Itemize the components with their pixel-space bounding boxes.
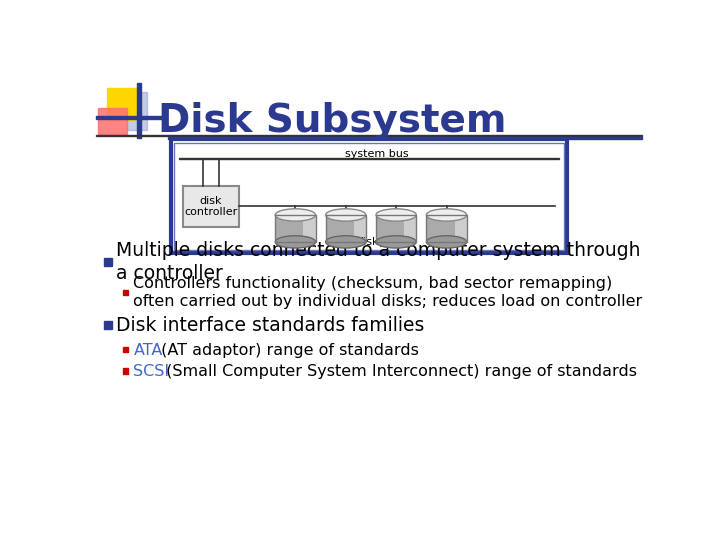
- Ellipse shape: [376, 236, 416, 248]
- Text: (AT adaptor) range of standards: (AT adaptor) range of standards: [156, 342, 419, 357]
- Text: Disk Subsystem: Disk Subsystem: [158, 102, 507, 140]
- Text: system bus: system bus: [345, 148, 409, 159]
- Bar: [426, 215, 467, 242]
- Bar: [376, 215, 416, 242]
- Text: disks: disks: [357, 237, 385, 247]
- Bar: [275, 215, 315, 242]
- Bar: [426, 215, 467, 242]
- Bar: [137, 83, 141, 138]
- Bar: [96, 116, 162, 119]
- Bar: [98, 108, 127, 134]
- Text: Multiple disks connected to a computer system through
a controller: Multiple disks connected to a computer s…: [117, 241, 641, 283]
- Text: ATA: ATA: [133, 342, 163, 357]
- Ellipse shape: [275, 209, 315, 221]
- Ellipse shape: [325, 209, 366, 221]
- Ellipse shape: [275, 236, 315, 248]
- Bar: [104, 321, 112, 329]
- Bar: [122, 347, 128, 352]
- Text: disk
controller: disk controller: [184, 195, 238, 217]
- Bar: [96, 135, 642, 137]
- Bar: [275, 215, 315, 242]
- Bar: [303, 215, 315, 242]
- Bar: [325, 215, 366, 242]
- Ellipse shape: [325, 236, 366, 248]
- Bar: [325, 215, 366, 242]
- Bar: [107, 88, 140, 120]
- Bar: [179, 158, 559, 159]
- FancyBboxPatch shape: [171, 139, 567, 253]
- Text: Disk interface standards families: Disk interface standards families: [117, 315, 425, 335]
- Bar: [376, 215, 416, 242]
- Ellipse shape: [426, 209, 467, 221]
- Bar: [404, 215, 416, 242]
- Text: (Small Computer System Interconnect) range of standards: (Small Computer System Interconnect) ran…: [161, 364, 637, 379]
- Bar: [122, 289, 128, 295]
- Bar: [127, 92, 147, 130]
- Bar: [354, 215, 366, 242]
- Text: SCSI: SCSI: [133, 364, 169, 379]
- Text: Controllers functionality (checksum, bad sector remapping)
often carried out by : Controllers functionality (checksum, bad…: [133, 275, 643, 309]
- Bar: [454, 215, 467, 242]
- Bar: [122, 368, 128, 374]
- Ellipse shape: [426, 236, 467, 248]
- FancyBboxPatch shape: [183, 186, 239, 226]
- Bar: [104, 258, 112, 266]
- Ellipse shape: [376, 209, 416, 221]
- Bar: [168, 137, 642, 139]
